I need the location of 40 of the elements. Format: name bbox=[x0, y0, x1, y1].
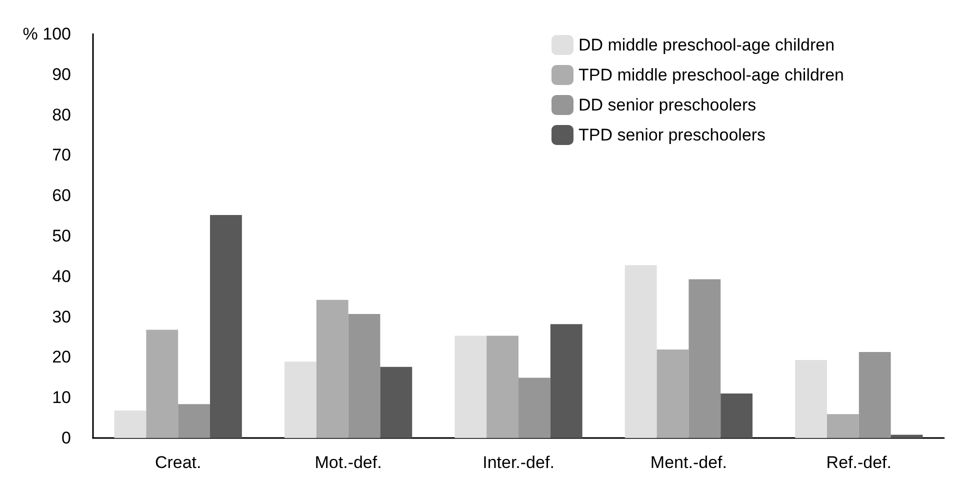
x-tick-label: Inter.-def. bbox=[482, 453, 554, 472]
y-tick-label: 40 bbox=[52, 266, 71, 286]
y-tick-label: 70 bbox=[52, 146, 71, 165]
bar bbox=[624, 265, 657, 438]
bar bbox=[688, 279, 721, 438]
bar bbox=[795, 360, 827, 438]
legend-label: DD middle preschool-age children bbox=[578, 36, 835, 54]
bar bbox=[348, 314, 380, 438]
bar bbox=[826, 414, 859, 438]
legend-label: TPD middle preschool-age children bbox=[578, 66, 844, 84]
bar bbox=[656, 350, 689, 438]
y-tick-label: 50 bbox=[52, 226, 71, 246]
bar bbox=[114, 410, 146, 438]
x-tick-label: Mot.-def. bbox=[314, 453, 382, 472]
bar bbox=[316, 300, 348, 438]
bar bbox=[178, 404, 210, 438]
bar bbox=[720, 394, 753, 438]
bar bbox=[890, 434, 923, 438]
y-tick-label: 60 bbox=[52, 186, 71, 206]
legend-label: DD senior preschoolers bbox=[578, 96, 756, 114]
x-tick-label: Ment.-def. bbox=[650, 453, 727, 472]
bar bbox=[146, 330, 178, 438]
bar bbox=[380, 366, 412, 438]
x-tick-label: Creat. bbox=[154, 453, 202, 472]
y-tick-label: 0 bbox=[62, 428, 71, 448]
bar bbox=[518, 378, 550, 438]
y-tick-label: 30 bbox=[52, 307, 71, 326]
y-tick-label: 80 bbox=[52, 105, 71, 124]
legend-label: TPD senior preschoolers bbox=[578, 126, 766, 144]
y-tick-label: % 100 bbox=[22, 24, 71, 44]
bar bbox=[550, 324, 582, 438]
bar bbox=[858, 352, 891, 438]
bar bbox=[486, 336, 518, 438]
y-tick-label: 20 bbox=[52, 348, 71, 367]
bar bbox=[210, 214, 242, 438]
bar bbox=[454, 336, 487, 438]
y-tick-label: 90 bbox=[52, 64, 71, 84]
x-tick-label: Ref.-def. bbox=[826, 453, 892, 472]
y-tick-label: 10 bbox=[52, 388, 71, 408]
bar bbox=[284, 362, 316, 438]
